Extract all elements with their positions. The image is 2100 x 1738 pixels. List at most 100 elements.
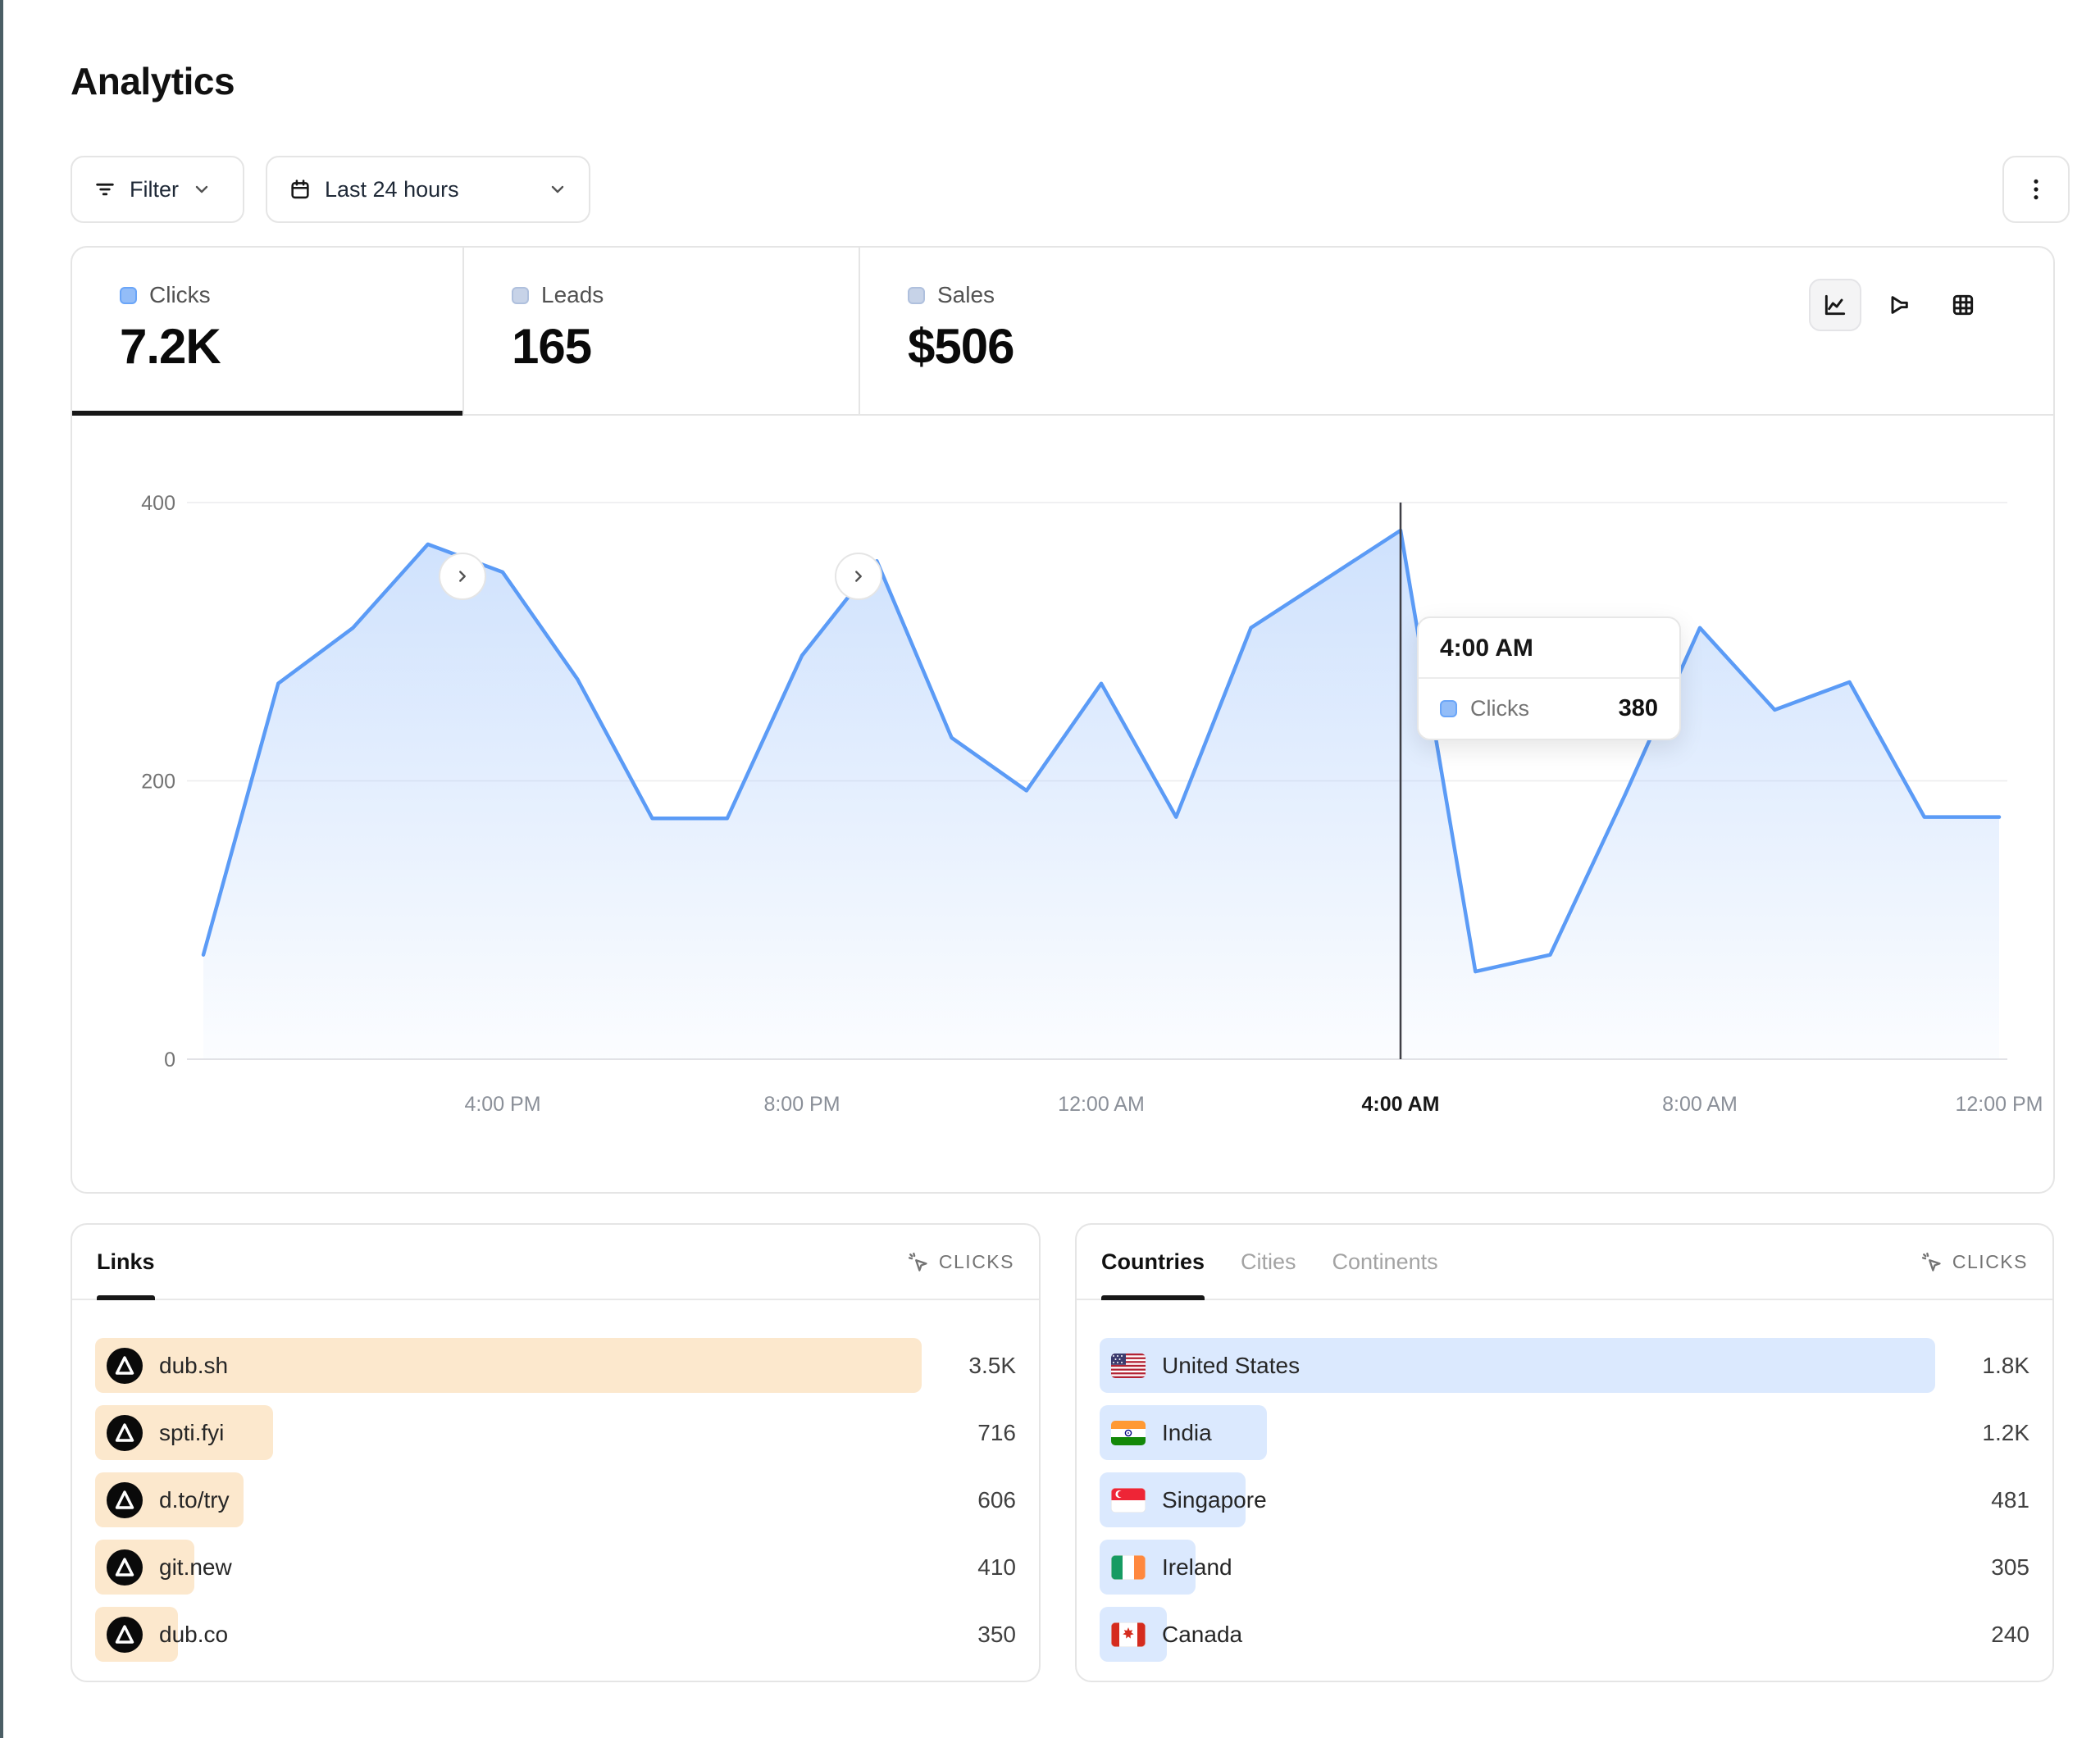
tooltip-clicks-swatch	[1440, 700, 1457, 717]
svg-text:4:00 PM: 4:00 PM	[464, 1093, 540, 1116]
stat-clicks-label: Clicks	[149, 282, 211, 307]
expand-leads-chevron-button[interactable]	[835, 553, 882, 600]
row-value: 240	[1991, 1621, 2029, 1647]
svg-text:8:00 PM: 8:00 PM	[763, 1093, 840, 1116]
countries-metric-label: CLICKS	[1952, 1250, 2028, 1272]
row-label: Singapore	[1162, 1486, 1267, 1513]
bar-track: Ireland	[1100, 1540, 1935, 1595]
cursor-click-icon	[1921, 1252, 1941, 1272]
stat-clicks-value: 7.2K	[120, 319, 221, 374]
flag-us-icon	[1111, 1349, 1146, 1383]
line-chart-icon	[1824, 294, 1846, 316]
table-row[interactable]: dub.co 350	[95, 1607, 1016, 1662]
dub-logo-icon	[107, 1414, 143, 1451]
row-label: dub.sh	[159, 1352, 229, 1378]
countries-panel-header: Countries Cities Continents CLICKS	[1077, 1225, 2052, 1300]
date-range-button[interactable]: Last 24 hours	[266, 156, 590, 223]
table-row[interactable]: d.to/try 606	[95, 1472, 1016, 1527]
filter-button[interactable]: Filter	[71, 156, 244, 223]
flag-ie-icon	[1111, 1550, 1146, 1585]
countries-panel: Countries Cities Continents CLICKS Unite…	[1075, 1223, 2054, 1682]
stat-leads[interactable]: Leads 165	[462, 248, 859, 414]
tab-cities[interactable]: Cities	[1241, 1225, 1296, 1299]
tab-countries-label: Countries	[1101, 1249, 1205, 1274]
flag-sg-icon	[1111, 1483, 1146, 1517]
svg-text:4:00 AM: 4:00 AM	[1362, 1093, 1440, 1116]
row-label: Canada	[1162, 1621, 1243, 1647]
row-label: India	[1162, 1419, 1212, 1445]
bar-track: United States	[1100, 1338, 1935, 1393]
stat-sales-label: Sales	[937, 282, 995, 307]
row-label: d.to/try	[159, 1486, 230, 1513]
row-value: 350	[977, 1621, 1016, 1647]
stat-leads-value: 165	[512, 319, 592, 374]
svg-text:400: 400	[141, 492, 175, 515]
leads-legend-swatch	[512, 286, 529, 304]
row-label: spti.fyi	[159, 1419, 225, 1445]
chevron-right-icon	[459, 571, 466, 582]
table-row[interactable]: India 1.2K	[1100, 1405, 2029, 1460]
tooltip-series-label: Clicks	[1470, 696, 1529, 721]
dub-logo-icon	[107, 1616, 143, 1653]
y-axis-labels: 0 200 400	[141, 492, 175, 1071]
filter-icon	[93, 178, 116, 201]
dub-logo-icon	[107, 1549, 143, 1586]
links-panel-header: Links CLICKS	[72, 1225, 1039, 1300]
tab-cities-label: Cities	[1241, 1249, 1296, 1274]
tab-links-label: Links	[97, 1249, 155, 1274]
row-value: 3.5K	[968, 1352, 1016, 1378]
tab-continents[interactable]: Continents	[1332, 1225, 1438, 1299]
tooltip-time: 4:00 AM	[1419, 618, 1679, 679]
bar-track: spti.fyi	[95, 1405, 922, 1460]
bar-track: d.to/try	[95, 1472, 922, 1527]
bar-track: Canada	[1100, 1607, 1935, 1662]
flag-ca-icon	[1111, 1617, 1146, 1652]
row-value: 716	[977, 1419, 1016, 1445]
table-row[interactable]: Singapore 481	[1100, 1472, 2029, 1527]
clicks-time-series-chart[interactable]: 0 200 400 4:00 PM 8:00 PM 12:00 AM 4:00 AM 8:0…	[72, 416, 2053, 1192]
table-row[interactable]: United States 1.8K	[1100, 1338, 2029, 1393]
tab-continents-label: Continents	[1332, 1249, 1438, 1274]
active-stat-indicator	[72, 411, 462, 416]
expand-clicks-chevron-button[interactable]	[439, 553, 486, 600]
table-row[interactable]: Canada 240	[1100, 1607, 2029, 1662]
bar-fill	[95, 1338, 922, 1393]
bar-track: dub.sh	[95, 1338, 922, 1393]
more-options-button[interactable]	[2002, 156, 2070, 223]
table-row[interactable]: Ireland 305	[1100, 1540, 2029, 1595]
links-metric-selector[interactable]: CLICKS	[906, 1250, 1014, 1273]
stat-sales[interactable]: Sales $506	[859, 248, 2053, 414]
line-chart-view-button[interactable]	[1809, 279, 1861, 331]
row-label: dub.co	[159, 1621, 229, 1647]
tab-countries[interactable]: Countries	[1101, 1225, 1205, 1300]
bar-fill	[1100, 1338, 1935, 1393]
bar-track: git.new	[95, 1540, 922, 1595]
active-tab-indicator	[97, 1295, 155, 1300]
area-fill	[203, 530, 1999, 1059]
row-value: 1.8K	[1982, 1352, 2029, 1378]
row-label: Ireland	[1162, 1554, 1232, 1580]
chevron-down-icon	[192, 180, 212, 199]
tab-links[interactable]: Links	[97, 1225, 155, 1300]
table-view-button[interactable]	[1937, 279, 1989, 331]
dub-logo-icon	[107, 1481, 143, 1518]
viewport-left-edge	[0, 0, 3, 1738]
stats-row: Clicks 7.2K Leads 165 Sales $506	[72, 248, 2053, 600]
stat-clicks[interactable]: Clicks 7.2K	[72, 248, 462, 416]
date-range-label: Last 24 hours	[325, 176, 459, 202]
analytics-chart-card: Clicks 7.2K Leads 165 Sales $506	[71, 246, 2055, 1194]
svg-text:0: 0	[164, 1049, 175, 1071]
area-chart-svg: 0 200 400 4:00 PM 8:00 PM 12:00 AM 4:00 AM 8:0…	[141, 492, 2043, 1116]
kebab-menu-icon	[2025, 177, 2047, 202]
row-label: git.new	[159, 1554, 232, 1580]
countries-metric-selector[interactable]: CLICKS	[1920, 1250, 2028, 1273]
row-value: 305	[1991, 1554, 2029, 1580]
cursor-click-icon	[908, 1252, 927, 1272]
funnel-view-button[interactable]	[1873, 279, 1925, 331]
table-row[interactable]: git.new 410	[95, 1540, 1016, 1595]
svg-text:12:00 AM: 12:00 AM	[1058, 1093, 1145, 1116]
table-row[interactable]: spti.fyi 716	[95, 1405, 1016, 1460]
table-row[interactable]: dub.sh 3.5K	[95, 1338, 1016, 1393]
tooltip-value: 380	[1618, 695, 1658, 721]
